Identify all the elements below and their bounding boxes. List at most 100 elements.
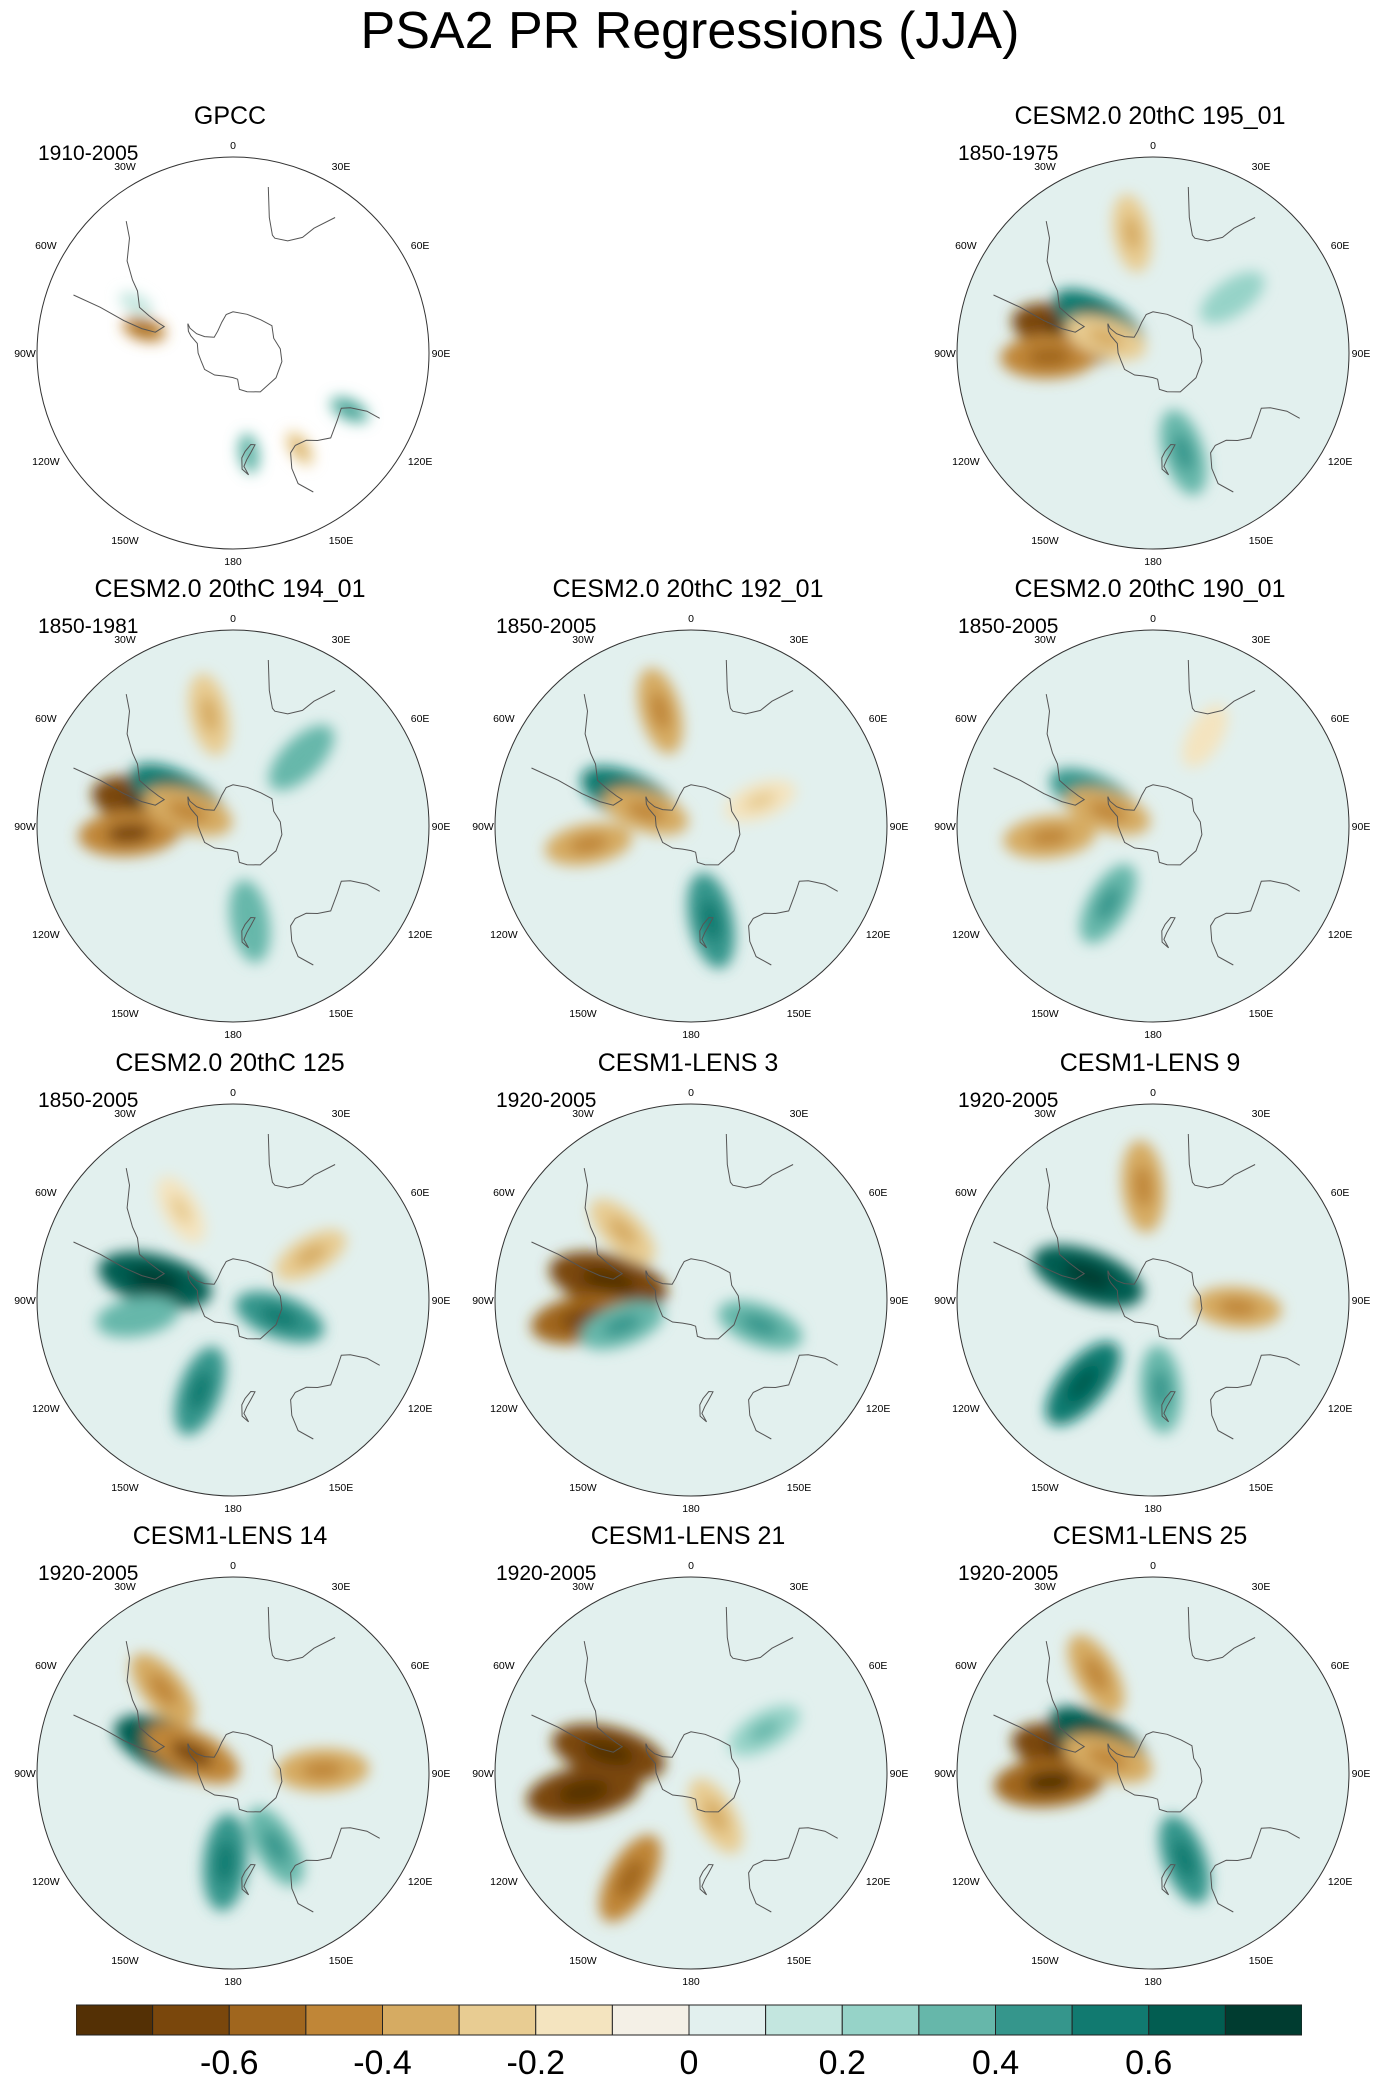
- longitude-label: 60E: [1331, 713, 1350, 725]
- colorbar-swatch: [458, 2004, 537, 2036]
- anomaly-core: [1095, 885, 1121, 922]
- map-field: [37, 1104, 429, 1496]
- anomaly-core: [286, 742, 317, 773]
- longitude-label: 120E: [408, 1403, 433, 1415]
- map-field: [957, 1104, 1349, 1496]
- longitude-label: 0: [1150, 1087, 1156, 1099]
- coastline-antarctica: [1107, 784, 1203, 866]
- map-boundary: [956, 156, 1350, 550]
- coastline-africa: [267, 1606, 336, 1662]
- coastlines: [531, 1133, 838, 1440]
- longitude-label: 30W: [114, 161, 136, 173]
- coastline-australia: [290, 880, 380, 966]
- longitude-label: 120W: [32, 929, 60, 941]
- polar-map: 0 30E 60E 90E 120E 150E 180 150W 120W 90W 60W 30W: [14, 140, 450, 568]
- longitude-label: 60E: [869, 713, 888, 725]
- coastline-new-zealand: [699, 1863, 714, 1896]
- colorbar-tick-label: -0.2: [507, 2044, 566, 2078]
- map-field: [957, 630, 1349, 1022]
- anomaly-core: [1028, 827, 1071, 847]
- panel-title: CESM2.0 20thC 195_01: [1014, 102, 1286, 130]
- anomaly-core: [1172, 433, 1194, 472]
- field-background: [957, 1577, 1349, 1969]
- anomaly-core: [748, 1719, 781, 1742]
- coastline-australia: [748, 1827, 838, 1913]
- longitude-label: 90E: [432, 821, 451, 833]
- coastline-australia: [1210, 1827, 1300, 1913]
- longitude-label: 180: [682, 1029, 700, 1041]
- longitude-label: 0: [230, 1087, 236, 1099]
- anomaly-core: [1027, 346, 1071, 367]
- longitude-label: 60W: [955, 1187, 977, 1199]
- longitude-label: 60W: [493, 713, 515, 725]
- anomaly-core: [240, 902, 259, 940]
- map-panel-125: CESM2.0 20thC 125 1850-2005 0 30E 60E 90E 12…: [0, 1042, 460, 1515]
- figure-title: PSA2 PR Regressions (JJA): [360, 2, 1020, 60]
- anomaly-core: [294, 1243, 327, 1267]
- longitude-label: 90E: [890, 1295, 909, 1307]
- longitude-label: 30E: [1252, 1108, 1271, 1120]
- panel-period: 1920-2005: [496, 1562, 597, 1585]
- colorbar-tick-label: 0.6: [1125, 2044, 1172, 2078]
- longitude-label: 120W: [952, 1876, 980, 1888]
- longitude-label: 30W: [572, 1108, 594, 1120]
- coastline-south-america: [993, 1168, 1086, 1280]
- longitude-label: 150E: [329, 1008, 354, 1020]
- longitude-label: 180: [224, 1029, 242, 1041]
- anomaly-core: [744, 791, 777, 811]
- longitude-label: 60E: [1331, 1660, 1350, 1672]
- longitude-label: 30W: [1034, 634, 1056, 646]
- longitude-label: 0: [688, 1560, 694, 1572]
- panel-period: 1920-2005: [38, 1562, 139, 1585]
- coastline-new-zealand: [699, 1390, 714, 1423]
- longitude-label: 90E: [1352, 1295, 1371, 1307]
- panel-title: CESM1-LENS 25: [1052, 1522, 1248, 1550]
- longitude-label: 30W: [114, 634, 136, 646]
- coastline-new-zealand: [241, 443, 256, 476]
- longitude-label: 90W: [934, 348, 956, 360]
- panel-period: 1850-2005: [958, 615, 1059, 638]
- anomaly-core: [1151, 1369, 1171, 1410]
- colorbar-tick-label: 0: [680, 2044, 699, 2078]
- coastline-africa: [267, 186, 336, 242]
- longitude-label: 180: [1144, 1029, 1162, 1041]
- anomaly-core: [170, 1194, 192, 1225]
- colorbar-swatch: [765, 2004, 843, 2036]
- longitude-label: 30W: [1034, 1108, 1056, 1120]
- colorbar-swatch: [995, 2004, 1073, 2036]
- longitude-label: 150W: [111, 1482, 139, 1494]
- longitude-label: 90E: [432, 1768, 451, 1780]
- longitude-label: 60W: [493, 1187, 515, 1199]
- longitude-label: 90W: [934, 1768, 956, 1780]
- longitude-label: 90W: [472, 1295, 494, 1307]
- longitude-label: 90E: [1352, 821, 1371, 833]
- longitude-label: 120E: [866, 1403, 891, 1415]
- colorbar-swatch: [382, 2004, 460, 2036]
- map-boundary: [494, 1576, 888, 1970]
- map-boundary: [956, 1103, 1350, 1497]
- colorbar-swatch: [841, 2004, 920, 2036]
- panel-period: 1850-1975: [958, 142, 1059, 165]
- coastlines: [531, 659, 838, 966]
- coastline-africa: [1187, 1606, 1256, 1662]
- longitude-label: 180: [682, 1976, 700, 1988]
- longitude-label: 90E: [1352, 1768, 1371, 1780]
- longitude-label: 150E: [1249, 1955, 1274, 1967]
- longitude-label: 150E: [1249, 535, 1274, 547]
- longitude-label: 30E: [790, 634, 809, 646]
- anomaly-core: [170, 1740, 214, 1768]
- longitude-label: 30W: [1034, 161, 1056, 173]
- longitude-label: 120W: [32, 456, 60, 468]
- longitude-label: 150W: [569, 1955, 597, 1967]
- coastline-australia: [1210, 880, 1300, 966]
- anomaly-core: [188, 1370, 212, 1411]
- coastline-antarctica: [645, 1731, 741, 1813]
- longitude-label: 120E: [1328, 456, 1353, 468]
- longitude-label: 90E: [432, 1295, 451, 1307]
- longitude-label: 180: [224, 556, 242, 568]
- anomaly-core: [301, 1760, 344, 1780]
- longitude-label: 150E: [787, 1008, 812, 1020]
- panel-period: 1910-2005: [38, 142, 139, 165]
- longitude-label: 0: [688, 613, 694, 625]
- coastline-australia: [290, 1354, 380, 1440]
